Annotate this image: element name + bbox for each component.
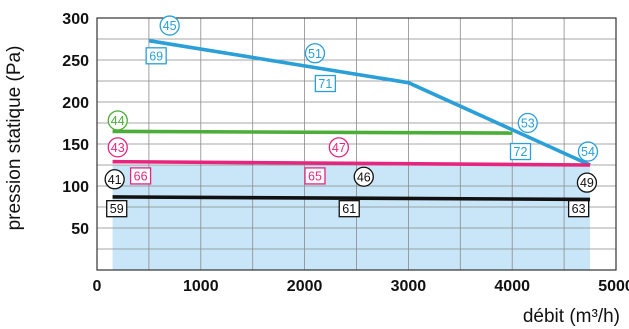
annotation-label: 65 [308, 169, 322, 183]
annotation-label: 44 [111, 114, 125, 128]
annotation-label: 72 [514, 145, 528, 159]
annotation-circle: 54 [577, 141, 599, 162]
annotation-label: 71 [318, 77, 332, 91]
annotation-circle: 49 [576, 172, 598, 193]
x-tick-label: 0 [93, 278, 102, 295]
series-line-1 [112, 129, 513, 135]
annotation-box: 66 [129, 167, 152, 185]
y-tick-label: 50 [71, 221, 89, 238]
x-axis-label: débit (m³/h) [523, 306, 620, 327]
annotation-box: 69 [145, 47, 167, 65]
annotation-circle [576, 172, 598, 193]
x-tick-label: 4000 [494, 278, 530, 295]
annotation-box: 59 [106, 200, 128, 218]
annotation-circle: 51 [304, 43, 326, 64]
x-tick-label: 3000 [391, 278, 427, 295]
annotation-circle [577, 141, 599, 162]
annotation-label: 46 [357, 170, 371, 184]
shaded-region-group [112, 165, 591, 270]
x-tick-label: 1000 [183, 278, 219, 295]
shaded-region [112, 165, 591, 270]
annotation-label: 51 [308, 47, 322, 61]
y-tick-label: 200 [62, 95, 89, 112]
annotation-circle: 44 [107, 110, 128, 131]
axes-group: 0 1000 2000 3000 4000 5000 50 100 150 200 250 300 [62, 11, 629, 295]
annotation-box [338, 200, 360, 218]
annotation-circle: 43 [107, 137, 128, 158]
annotation-box: 61 [338, 200, 360, 218]
annotation-circle: 41 [104, 169, 125, 190]
annotation-box [509, 142, 532, 161]
series-line-0 [148, 38, 591, 167]
annotation-label: 61 [342, 202, 356, 216]
annotation-circle [104, 169, 125, 190]
annotation-label: 49 [580, 176, 594, 190]
annotation-label: 54 [581, 145, 595, 159]
annotation-circle [517, 112, 538, 134]
annotation-box [304, 167, 326, 185]
annotation-circle [304, 43, 326, 64]
annotation-circle: 45 [159, 15, 180, 36]
series-line-3 [112, 195, 591, 202]
annotation-circle [107, 137, 128, 158]
annotation-box [145, 47, 167, 65]
annotation-circle: 47 [328, 137, 350, 158]
annotation-circle [107, 110, 128, 131]
annotation-label: 45 [163, 19, 177, 33]
annotation-box: 72 [509, 142, 532, 161]
annotation-label: 63 [572, 202, 586, 216]
plot-frame [96, 17, 617, 271]
y-tick-label: 250 [62, 53, 89, 70]
annotation-box: 63 [567, 200, 590, 218]
annotation-box [314, 74, 337, 93]
annotation-label: 41 [108, 173, 122, 187]
annotation-label: 59 [110, 202, 124, 216]
annotation-label: 47 [332, 141, 346, 155]
annotation-box [567, 200, 590, 218]
y-tick-label: 100 [62, 179, 89, 196]
x-tick-label: 5000 [598, 278, 629, 295]
annotations-group: 45 69 51 71 53 72 54 44 43 66 47 65 41 59 46 61 49 63 [104, 15, 599, 218]
annotation-box [106, 200, 128, 218]
annotation-label: 43 [111, 141, 125, 155]
annotation-label: 69 [149, 49, 163, 63]
y-axis-label: pression statique (Pa) [4, 46, 25, 231]
annotation-label: 66 [134, 169, 148, 183]
annotation-circle [353, 166, 374, 187]
annotation-circle: 53 [517, 112, 538, 134]
y-tick-label: 300 [62, 11, 89, 28]
annotation-circle [159, 15, 180, 36]
y-tick-label: 150 [62, 137, 89, 154]
x-tick-label: 2000 [287, 278, 323, 295]
annotation-box [129, 167, 152, 185]
annotation-circle: 46 [353, 166, 374, 187]
annotation-box: 65 [304, 167, 326, 185]
series-group [112, 38, 591, 202]
annotation-circle [328, 137, 350, 158]
annotation-label: 53 [521, 117, 535, 131]
annotation-box: 71 [314, 74, 337, 93]
series-line-2 [112, 159, 591, 167]
